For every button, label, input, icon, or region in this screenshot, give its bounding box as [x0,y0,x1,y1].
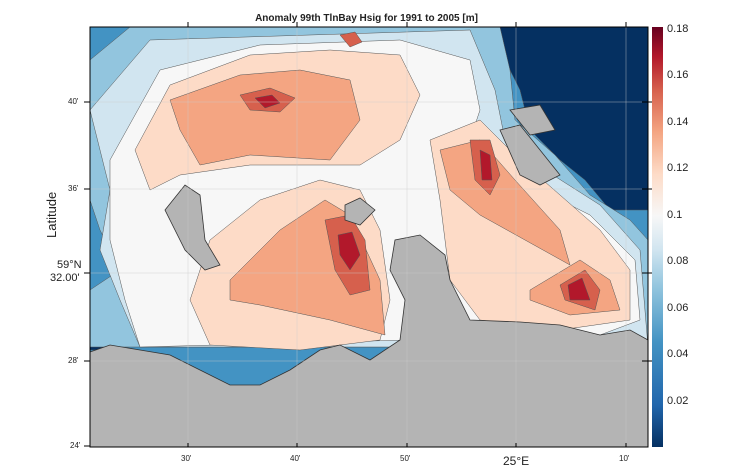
y-axis-label: Latitude [44,191,59,238]
colorbar-tick: 0.18 [667,23,689,35]
contour-level-0.14 [169,69,621,336]
colorbar-tick: 0.02 [667,395,689,407]
x-tick: 40' [290,454,301,463]
map-title: Anomaly 99th TlnBay Hsig for 1991 to 200… [255,13,478,24]
x-tick: 25°E [503,454,530,468]
colorbar-tick: 0.08 [667,255,689,267]
colorbar [652,27,663,447]
y-tick: 36' [68,184,79,193]
colorbar-tick: 0.04 [667,348,689,360]
x-tick: 50' [400,454,411,463]
colorbar-tick: 0.1 [667,209,683,221]
y-tick: 28' [68,356,79,365]
plot-frame [89,26,649,448]
x-tick: 10' [619,454,630,463]
colorbar-tick: 0.14 [667,116,689,128]
y-tick: 32.00' [50,272,80,284]
contour-level-0.16 [239,31,601,311]
graticule [90,27,648,447]
contour-level-0.18 [254,94,591,301]
y-tick: 24' [70,441,81,450]
axis-ticks [84,22,652,447]
x-tick: 30' [181,454,192,463]
y-tick: 40' [68,97,79,106]
y-tick: 59°N [57,259,82,271]
colorbar-tick: 0.06 [667,302,689,314]
land [90,104,648,447]
colorbar-tick: 0.12 [667,162,689,174]
colorbar-tick: 0.16 [667,69,689,81]
